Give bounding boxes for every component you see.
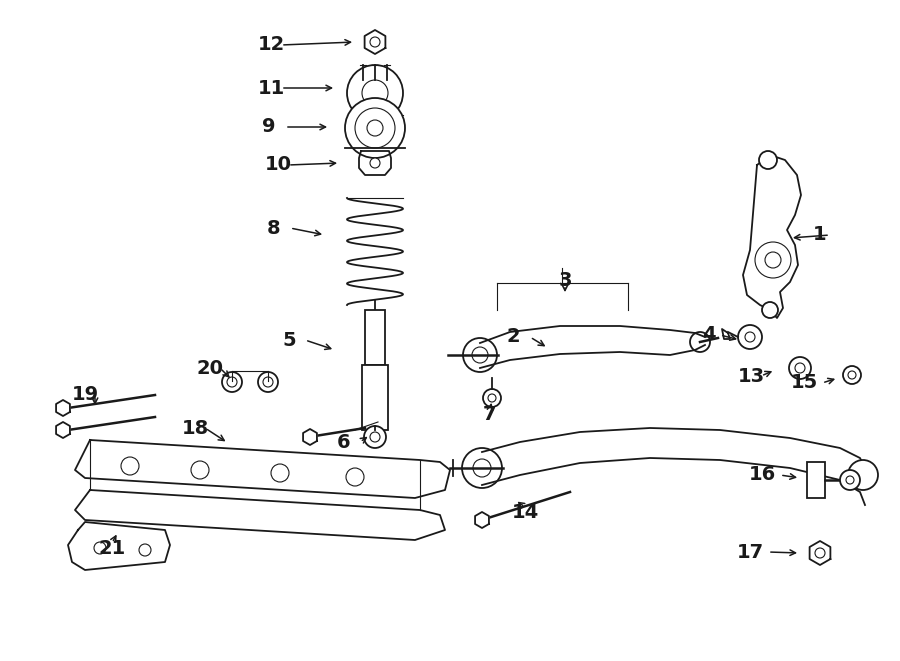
Circle shape	[258, 372, 278, 392]
Text: 14: 14	[511, 502, 538, 522]
Polygon shape	[75, 440, 450, 498]
Circle shape	[370, 37, 380, 47]
Polygon shape	[722, 329, 730, 339]
Circle shape	[759, 151, 777, 169]
Text: 8: 8	[267, 219, 281, 237]
Circle shape	[745, 332, 755, 342]
Text: 12: 12	[258, 36, 285, 54]
Polygon shape	[303, 429, 317, 445]
Bar	[365, 310, 385, 365]
Circle shape	[121, 457, 139, 475]
Text: 1: 1	[813, 225, 826, 245]
Circle shape	[139, 544, 151, 556]
Circle shape	[362, 80, 388, 106]
Circle shape	[462, 448, 502, 488]
Circle shape	[789, 357, 811, 379]
Circle shape	[690, 332, 710, 352]
Circle shape	[795, 363, 805, 373]
Circle shape	[488, 394, 496, 402]
Circle shape	[473, 459, 491, 477]
Polygon shape	[482, 428, 865, 505]
Circle shape	[843, 366, 861, 384]
Polygon shape	[810, 541, 831, 565]
Polygon shape	[56, 422, 70, 438]
Circle shape	[738, 325, 762, 349]
Text: 4: 4	[702, 325, 716, 344]
Circle shape	[755, 242, 791, 278]
Text: 16: 16	[749, 465, 776, 485]
Circle shape	[846, 476, 854, 484]
Circle shape	[840, 470, 860, 490]
Polygon shape	[480, 326, 705, 368]
Polygon shape	[364, 30, 385, 54]
Polygon shape	[75, 490, 445, 540]
Text: 21: 21	[98, 539, 126, 557]
Polygon shape	[68, 522, 170, 570]
Circle shape	[347, 65, 403, 121]
Circle shape	[762, 302, 778, 318]
Circle shape	[848, 371, 856, 379]
Bar	[807, 462, 825, 498]
Text: 9: 9	[262, 118, 275, 137]
Circle shape	[345, 98, 405, 158]
Circle shape	[765, 252, 781, 268]
Circle shape	[222, 372, 242, 392]
Polygon shape	[743, 155, 801, 318]
Circle shape	[483, 389, 501, 407]
Text: 3: 3	[558, 270, 572, 290]
Text: 5: 5	[282, 330, 295, 350]
Text: 11: 11	[258, 79, 285, 98]
Circle shape	[346, 468, 364, 486]
Text: 13: 13	[738, 366, 765, 385]
Circle shape	[463, 338, 497, 372]
Polygon shape	[56, 400, 70, 416]
Polygon shape	[475, 512, 489, 528]
Circle shape	[848, 460, 878, 490]
Circle shape	[815, 548, 825, 558]
Text: 18: 18	[182, 418, 209, 438]
Circle shape	[271, 464, 289, 482]
Polygon shape	[359, 151, 391, 175]
Text: 20: 20	[197, 358, 224, 377]
Circle shape	[370, 432, 380, 442]
Circle shape	[191, 461, 209, 479]
Text: 19: 19	[72, 385, 99, 405]
Circle shape	[370, 158, 380, 168]
Text: 15: 15	[791, 373, 818, 393]
Circle shape	[263, 377, 273, 387]
Circle shape	[94, 542, 106, 554]
Circle shape	[367, 120, 383, 136]
Circle shape	[364, 426, 386, 448]
Text: 10: 10	[265, 155, 292, 175]
Text: 6: 6	[337, 432, 351, 451]
Bar	[362, 365, 388, 430]
Text: 2: 2	[507, 327, 520, 346]
Circle shape	[227, 377, 237, 387]
Circle shape	[472, 347, 488, 363]
Text: 17: 17	[737, 543, 764, 561]
Circle shape	[355, 108, 395, 148]
Text: 7: 7	[483, 405, 497, 424]
